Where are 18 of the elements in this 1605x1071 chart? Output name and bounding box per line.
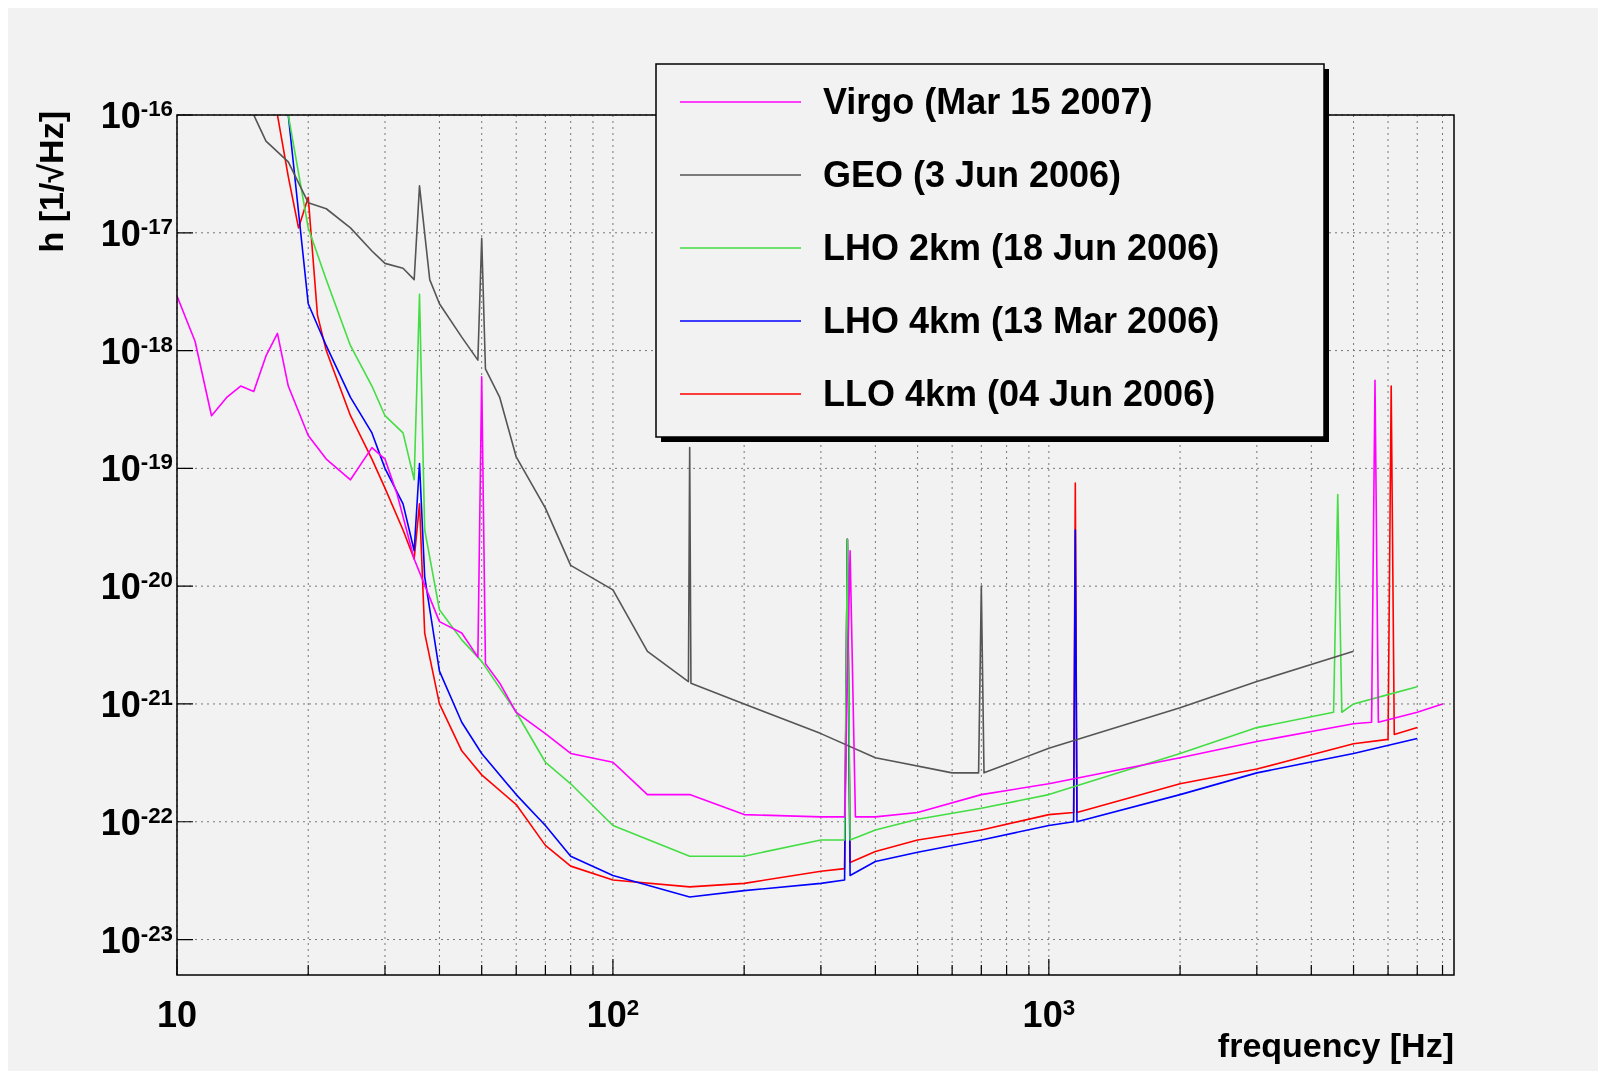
y-tick-label: 10$^{-21}$ [100, 683, 173, 725]
y-tick-label: 10$^{-16}$ [100, 95, 173, 136]
x-tick-label: 10$^{3}$ [1022, 994, 1076, 1035]
legend-label: LHO 2km (18 Jun 2006) [823, 227, 1220, 268]
x-axis-title: frequency [Hz] [1217, 1026, 1454, 1064]
x-tick-label: 10 [156, 994, 198, 1035]
y-tick-label: 10$^{-18}$ [100, 330, 173, 372]
y-tick-label: 10$^{-20}$ [100, 566, 173, 608]
y-axis-title: h [1/√Hz] [32, 111, 70, 253]
legend-label: LHO 4km (13 Mar 2006) [823, 300, 1220, 341]
y-tick-label: 10$^{-23}$ [100, 919, 173, 961]
legend-label: Virgo (Mar 15 2007) [823, 81, 1153, 122]
x-tick-label: 10$^{2}$ [586, 994, 640, 1035]
legend-label: LLO 4km (04 Jun 2006) [823, 373, 1216, 414]
y-tick-label: 10$^{-17}$ [100, 212, 173, 254]
y-tick-label: 10$^{-19}$ [100, 448, 173, 490]
legend-label: GEO (3 Jun 2006) [823, 154, 1122, 195]
y-tick-label: 10$^{-22}$ [100, 801, 173, 843]
